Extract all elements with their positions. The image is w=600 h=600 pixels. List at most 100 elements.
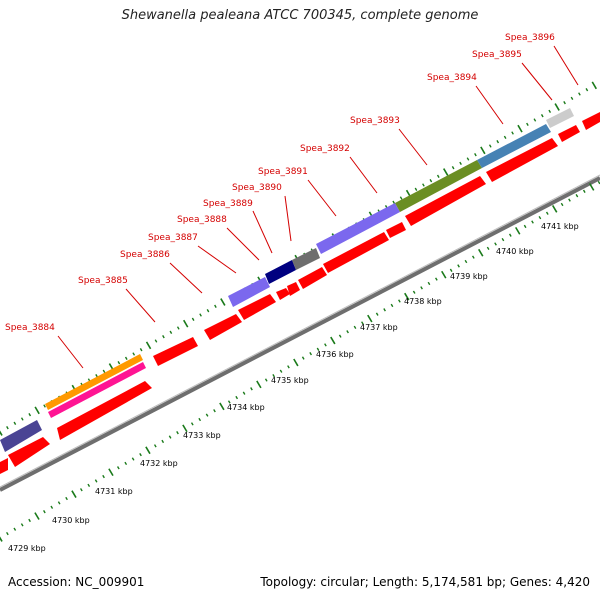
gene-label: Spea_3888 (177, 215, 227, 225)
tick-mark (449, 268, 453, 272)
gene-labels: Spea_3884 Spea_3885 Spea_3886 Spea_3887 Spea… (5, 33, 579, 369)
kbp-label: 4733 kbp (183, 431, 221, 440)
gene-block-olive (395, 160, 482, 212)
gene-arrow (8, 437, 50, 467)
tick-mark (161, 439, 165, 444)
gene-arrow (238, 294, 276, 320)
kbp-label: 4730 kbp (52, 516, 90, 525)
tick-mark (443, 168, 449, 176)
tick-mark (154, 339, 158, 343)
kbp-label: 4732 kbp (140, 459, 178, 468)
tick-mark (183, 319, 189, 328)
tick-mark (309, 352, 313, 356)
tick-mark (20, 523, 24, 527)
tick-mark (420, 286, 423, 290)
gene-arrow (558, 125, 580, 142)
gene-block-steel-blue (477, 124, 551, 168)
gene-label: Spea_3889 (203, 199, 253, 209)
tick-mark (575, 194, 579, 198)
gene-arrow (204, 314, 242, 340)
tick-mark (398, 299, 401, 303)
tick-mark (50, 505, 54, 509)
tick-mark (79, 488, 83, 492)
tick-mark (13, 527, 17, 531)
tick-mark (330, 336, 336, 345)
gene-label-leader (57, 335, 84, 369)
tick-mark (361, 321, 364, 325)
gene-label-leader (398, 128, 428, 166)
gene-label: Spea_3893 (350, 116, 400, 126)
tick-mark (478, 248, 484, 257)
gene-label: Spea_3894 (427, 73, 477, 83)
tick-mark (494, 242, 497, 246)
inner-tick-track (0, 180, 600, 542)
gene-label-leader (169, 262, 203, 294)
gene-label: Spea_3887 (148, 233, 198, 243)
gene-arrow (57, 381, 152, 440)
tick-mark (65, 496, 68, 501)
tick-mark (451, 166, 455, 170)
tick-mark (108, 468, 114, 477)
gene-arrow (0, 458, 8, 474)
tick-mark (591, 81, 597, 90)
tick-mark (95, 374, 98, 378)
tick-mark (71, 490, 77, 498)
gene-block-gray (292, 248, 320, 270)
tick-mark (116, 466, 120, 470)
tick-mark (28, 518, 31, 523)
reverse-strand-genes (0, 112, 600, 474)
tick-mark (471, 255, 475, 259)
tick-mark (538, 216, 542, 220)
gene-label-leader (307, 179, 337, 217)
tick-mark (568, 198, 571, 202)
tick-mark (324, 343, 327, 347)
tick-mark (548, 109, 552, 113)
tick-mark (34, 512, 40, 520)
tick-mark (279, 369, 283, 373)
tick-mark (501, 237, 505, 242)
genome-info-label: Topology: circular; Length: 5,174,581 bp… (260, 575, 590, 589)
tick-mark (43, 510, 46, 514)
tick-mark (132, 352, 136, 356)
kbp-label: 4738 kbp (404, 297, 442, 306)
tick-mark (124, 461, 128, 466)
tick-mark (353, 325, 357, 330)
tick-mark (102, 369, 106, 373)
tick-mark (199, 313, 202, 317)
tick-mark (390, 303, 394, 308)
tick-mark (176, 431, 179, 435)
tick-mark (392, 200, 396, 204)
tick-mark (131, 457, 135, 461)
gene-label: Spea_3892 (300, 144, 350, 154)
gene-block-light-purple (228, 277, 270, 307)
tick-mark (256, 380, 262, 389)
gene-arrow (287, 282, 300, 296)
kbp-label: 4737 kbp (360, 323, 398, 332)
tick-mark (585, 88, 589, 92)
tick-mark (20, 417, 24, 421)
tick-mark (523, 224, 527, 229)
tick-mark (0, 536, 3, 542)
tick-mark (264, 378, 268, 382)
tick-mark (57, 501, 61, 505)
tick-mark (102, 474, 105, 479)
tick-mark (496, 140, 500, 144)
tick-mark (198, 417, 202, 422)
tick-mark (235, 395, 239, 400)
gene-label-leader (553, 45, 579, 86)
gene-label: Spea_3890 (232, 183, 282, 193)
gene-block-light-gray (546, 108, 574, 128)
gene-arrow (405, 176, 486, 226)
tick-mark (480, 146, 486, 155)
gene-arrow (582, 112, 600, 130)
tick-mark (145, 341, 152, 350)
tick-mark (124, 356, 128, 360)
gene-label: Spea_3885 (78, 276, 128, 286)
tick-mark (168, 435, 172, 439)
tick-mark (466, 157, 470, 161)
tick-mark (242, 391, 246, 395)
tick-mark (464, 259, 468, 264)
gene-label-leader (125, 288, 156, 323)
tick-mark (191, 317, 195, 321)
